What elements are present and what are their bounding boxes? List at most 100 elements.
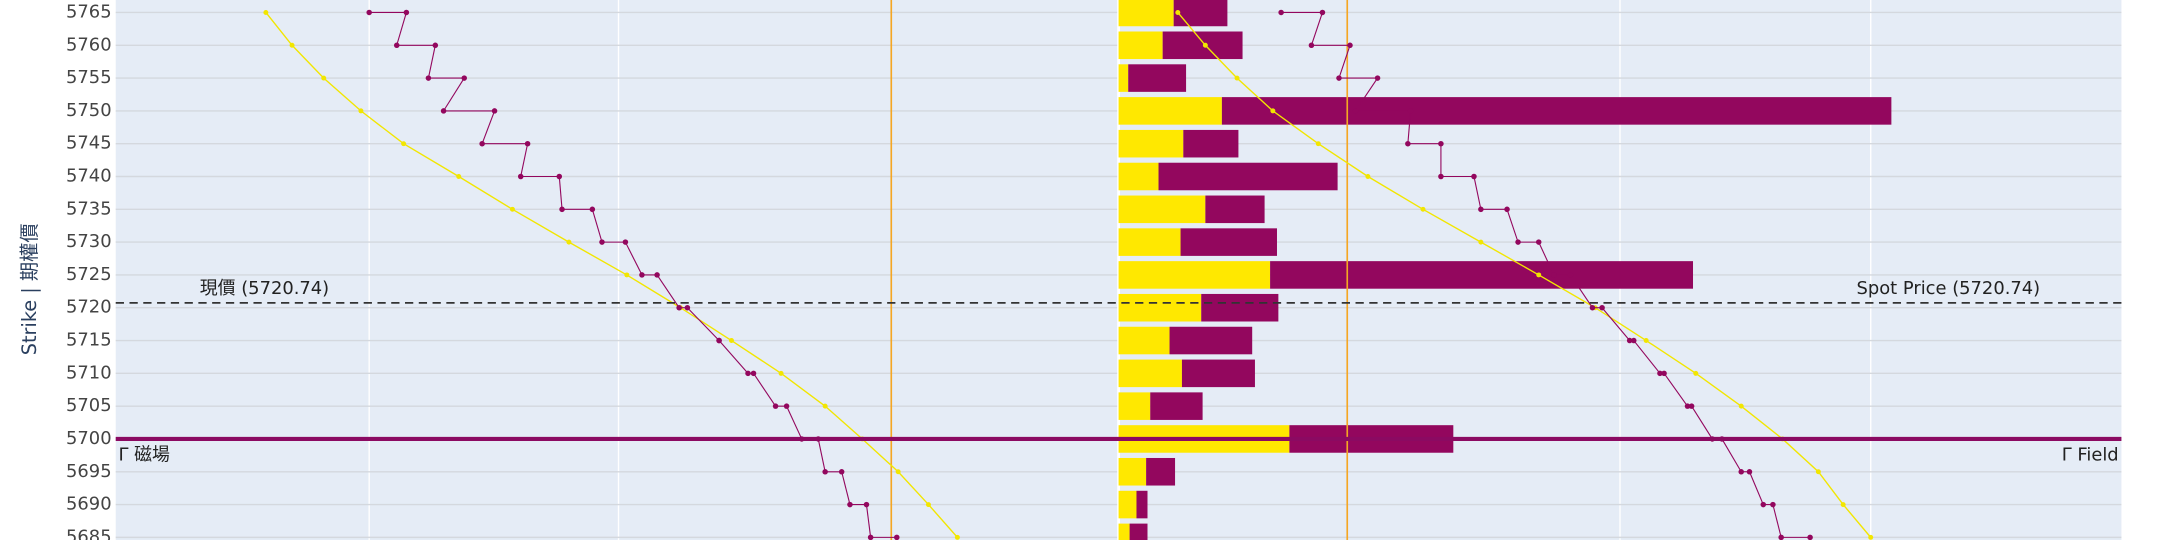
zigzag-segment (1772, 504, 1782, 538)
zigzag-segment (1748, 471, 1764, 505)
marker (1478, 239, 1484, 245)
y-tick-label: 5745 (66, 133, 112, 154)
zigzag-segment (687, 307, 720, 341)
bar-segment (1118, 97, 1222, 125)
marker (1420, 206, 1426, 212)
zigzag-segment (786, 405, 803, 440)
bar-segment (1136, 490, 1148, 519)
bar-segment (1118, 392, 1151, 420)
marker (479, 140, 485, 147)
marker (622, 239, 629, 245)
zigzag-segment (753, 373, 777, 407)
marker (1738, 469, 1744, 475)
marker (524, 140, 531, 147)
zigzag-segment (1538, 241, 1555, 276)
marker (1336, 75, 1342, 81)
zigzag-segment (817, 438, 826, 472)
zigzag-segment (1601, 307, 1631, 341)
bar-segment (1221, 97, 1892, 125)
reference-label: Γ 磁場 (118, 444, 170, 465)
bar-segment (1146, 457, 1176, 486)
bar-segment (1118, 129, 1184, 158)
marker (1661, 370, 1667, 377)
y-tick-label: 5720 (66, 297, 112, 318)
bar-segment (1118, 293, 1202, 322)
zigzag-segment (1506, 209, 1519, 243)
marker (556, 173, 563, 180)
bar-segment (1128, 64, 1187, 92)
zigzag-segment (1473, 176, 1482, 210)
marker (1202, 42, 1208, 48)
marker (589, 206, 596, 213)
marker (1471, 173, 1477, 180)
y-tick-label: 5685 (66, 526, 112, 540)
zigzag-segment (443, 77, 465, 112)
zigzag-segment (841, 471, 851, 505)
bar-segment (1118, 326, 1170, 355)
marker (1535, 239, 1542, 245)
y-tick-label: 5725 (66, 264, 112, 285)
zigzag-segment (1633, 340, 1661, 374)
reference-label: 現價 (5720.74) (200, 278, 329, 299)
zigzag-segment (1691, 405, 1713, 440)
marker (1308, 42, 1315, 49)
zigzag-segment (558, 176, 563, 210)
marker (432, 42, 439, 49)
bar-segment (1173, 0, 1228, 27)
marker (366, 9, 372, 16)
marker (1504, 206, 1510, 213)
marker (822, 403, 828, 409)
marker (1599, 304, 1605, 311)
bar-segment (1162, 31, 1243, 60)
y-tick-label: 5760 (66, 34, 112, 55)
bar-segment (1118, 31, 1163, 60)
marker (1738, 403, 1744, 409)
marker (401, 141, 407, 147)
marker (1693, 370, 1699, 376)
marker (403, 9, 410, 16)
marker (1365, 174, 1371, 179)
marker (440, 108, 447, 114)
marker (599, 239, 605, 245)
y-tick-label: 5750 (66, 100, 112, 121)
reference-label: Γ Field (2062, 444, 2119, 465)
marker (838, 469, 845, 475)
marker (559, 206, 565, 213)
bar-segment (1150, 392, 1203, 420)
marker (1589, 304, 1596, 311)
y-tick-label: 5690 (66, 494, 112, 515)
bar-segment (1118, 457, 1147, 486)
marker (1438, 173, 1444, 180)
marker (778, 370, 784, 376)
marker (1234, 75, 1240, 81)
marker (1746, 469, 1753, 475)
marker (425, 75, 432, 81)
bar-segment (1118, 0, 1174, 27)
marker (676, 304, 682, 311)
zigzag-segment (718, 340, 749, 374)
reference-label: Spot Price (5720.74) (1857, 278, 2041, 299)
marker (461, 75, 467, 81)
marker (1567, 272, 1574, 278)
bar-segment (1118, 261, 1271, 289)
marker (1347, 42, 1353, 49)
marker (1175, 9, 1181, 15)
bar-segment (1181, 359, 1255, 388)
marker (895, 469, 901, 475)
marker (491, 108, 498, 114)
marker (1405, 140, 1411, 147)
marker (456, 174, 462, 179)
bar-segment (1201, 293, 1279, 322)
bar-segment (1118, 490, 1137, 519)
zigzag-segment (427, 45, 436, 79)
marker (1684, 403, 1691, 409)
zigzag-segment (1338, 45, 1351, 79)
bar-segment (1158, 162, 1338, 191)
zigzag-segment (520, 143, 529, 177)
marker (750, 370, 757, 377)
bar-segment (1180, 228, 1277, 256)
y-tick-label: 5755 (66, 67, 112, 88)
marker (1270, 108, 1276, 114)
marker (822, 469, 828, 475)
